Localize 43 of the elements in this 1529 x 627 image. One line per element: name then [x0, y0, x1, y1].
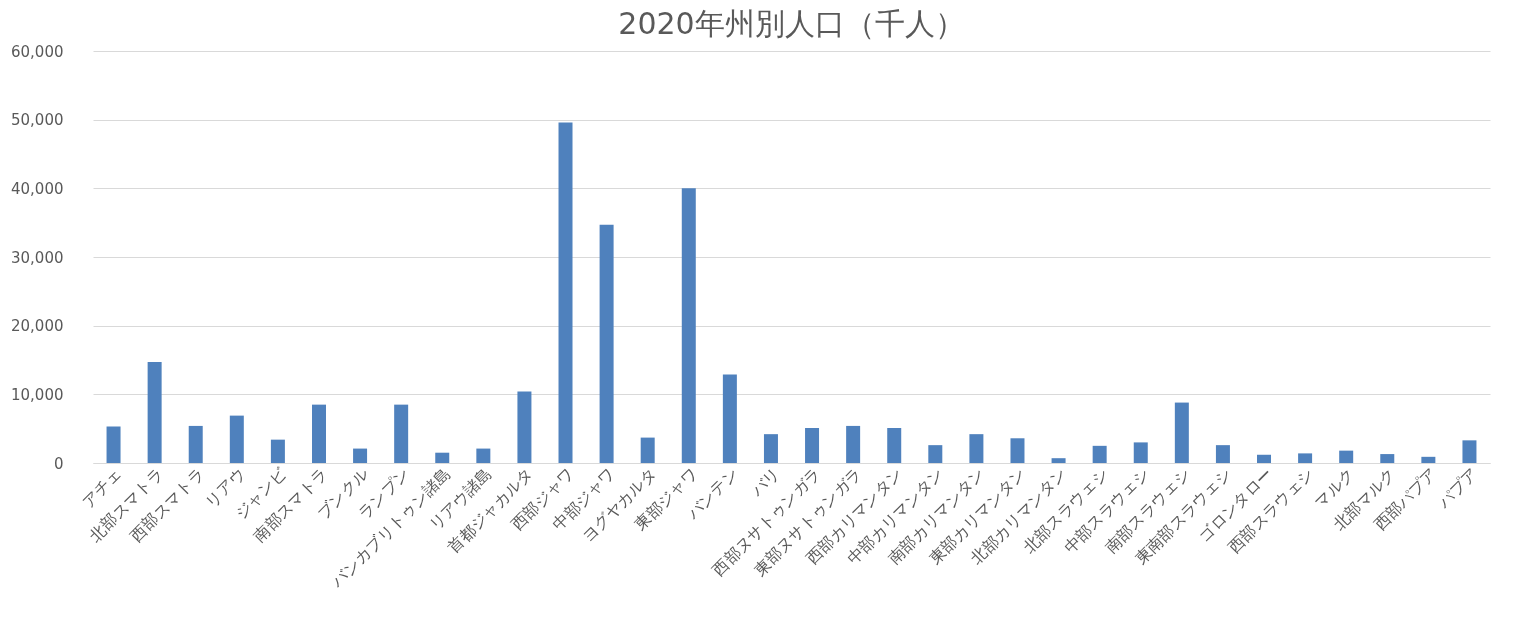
y-tick-label: 60,000 — [11, 42, 64, 61]
bar — [1339, 450, 1354, 463]
bar — [558, 122, 573, 463]
bar — [1215, 445, 1230, 463]
bar — [681, 188, 696, 463]
bar — [229, 415, 244, 463]
bar — [476, 448, 491, 463]
x-tick-label: パプア — [1433, 464, 1482, 513]
bar — [1174, 402, 1189, 463]
bar — [1133, 442, 1148, 463]
bar — [763, 434, 778, 463]
y-tick-label: 10,000 — [11, 385, 64, 404]
bar — [353, 448, 368, 463]
bar — [1092, 445, 1107, 463]
bar — [147, 362, 162, 463]
chart-title: 2020年州別人口（千人） — [618, 6, 965, 41]
bar — [722, 374, 737, 463]
bar — [846, 425, 861, 463]
bar — [928, 445, 943, 463]
bar — [805, 427, 820, 463]
bar — [1010, 438, 1025, 463]
bar — [270, 439, 285, 463]
bar — [106, 426, 121, 463]
bar — [1462, 440, 1477, 463]
y-tick-label: 40,000 — [11, 179, 64, 198]
bar — [1380, 454, 1395, 463]
bar — [640, 437, 655, 463]
bar — [394, 404, 409, 463]
y-tick-label: 20,000 — [11, 317, 64, 336]
bar — [435, 452, 450, 463]
bar — [969, 434, 984, 463]
bar — [188, 425, 203, 463]
y-tick-label: 0 — [53, 454, 64, 473]
bar — [311, 404, 326, 463]
y-tick-label: 50,000 — [11, 111, 64, 130]
bar — [1257, 454, 1272, 463]
bar — [1051, 458, 1066, 463]
y-tick-label: 30,000 — [11, 248, 64, 267]
bar — [1421, 456, 1436, 463]
bar — [887, 427, 902, 463]
bar — [517, 391, 532, 463]
bar — [1298, 453, 1313, 463]
bar — [599, 224, 614, 463]
